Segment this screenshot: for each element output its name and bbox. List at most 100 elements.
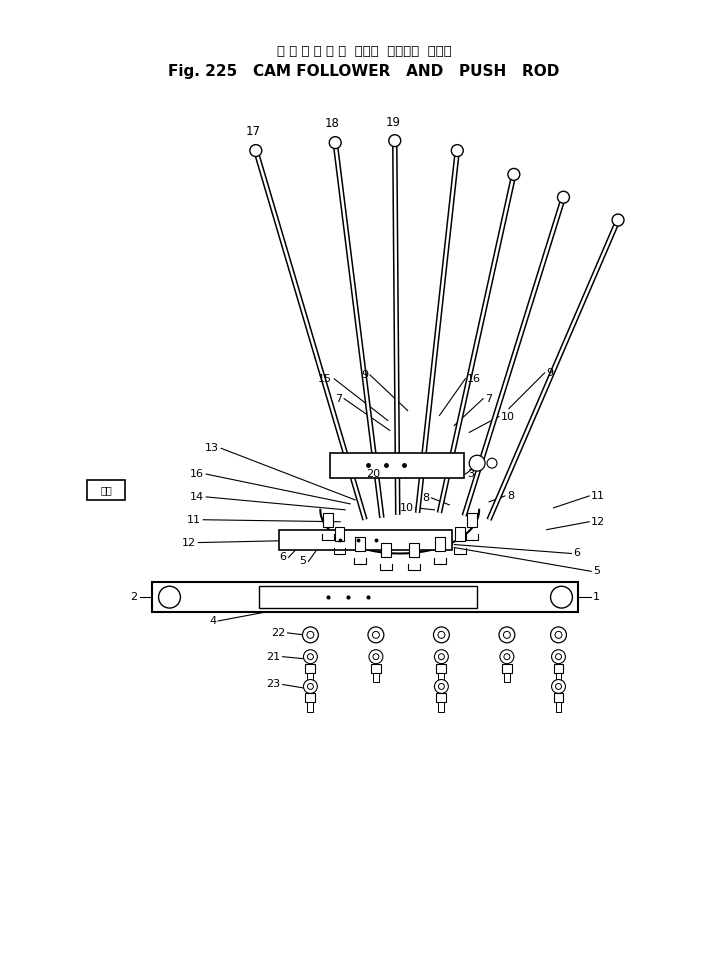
Circle shape [369,650,383,664]
Bar [306,694,315,703]
Circle shape [451,145,463,157]
Text: 8: 8 [422,493,430,503]
Text: 18: 18 [325,117,340,129]
Circle shape [329,136,341,149]
Circle shape [487,458,497,468]
Circle shape [504,654,510,660]
Text: 21: 21 [266,652,280,662]
Text: 20: 20 [365,469,380,479]
Circle shape [499,627,515,643]
Circle shape [555,654,561,660]
Bar [373,672,379,682]
Circle shape [555,683,561,690]
Text: 14: 14 [190,492,205,502]
Text: 13: 13 [205,444,219,453]
Circle shape [558,192,569,203]
Bar [335,527,344,541]
Circle shape [555,631,562,638]
Bar [555,703,561,712]
Text: 7: 7 [485,394,492,404]
Text: 23: 23 [266,679,280,690]
Circle shape [250,145,262,157]
Text: カ ム フ ォ ロ ワ  および  プッシュ  ロッド: カ ム フ ォ ロ ワ および プッシュ ロッド [277,45,451,57]
Bar [381,543,391,557]
Circle shape [389,134,400,147]
Text: 22: 22 [272,628,285,638]
Text: 1: 1 [593,593,601,602]
Circle shape [500,650,514,664]
FancyBboxPatch shape [87,480,124,500]
Text: 12: 12 [182,537,197,548]
Circle shape [373,654,379,660]
Text: 6: 6 [280,553,287,562]
Text: 5: 5 [593,566,601,576]
Bar [355,537,365,552]
Circle shape [435,679,448,694]
Text: 15: 15 [318,374,332,383]
Text: 9: 9 [361,370,368,379]
Bar [437,694,446,703]
Circle shape [373,631,379,638]
Circle shape [550,587,572,608]
Bar [331,453,464,478]
Bar [323,513,333,527]
Bar [307,703,313,712]
Bar [279,529,452,550]
Circle shape [368,627,384,643]
Bar [438,703,444,712]
Bar [553,664,563,672]
Text: 2: 2 [130,593,138,602]
Text: 4: 4 [209,616,216,626]
Bar [408,543,419,557]
Circle shape [304,679,317,694]
Bar [306,664,315,672]
Circle shape [469,455,485,471]
Circle shape [552,679,566,694]
Bar [435,537,445,552]
Circle shape [433,627,449,643]
Text: 17: 17 [245,125,261,138]
Text: 19: 19 [385,116,400,128]
Bar [504,672,510,682]
Text: 16: 16 [190,469,205,479]
Circle shape [504,631,510,638]
Bar [437,664,446,672]
Bar [307,672,313,682]
Text: 前方: 前方 [100,485,112,495]
Text: 11: 11 [187,515,201,524]
Circle shape [612,214,624,226]
Text: 5: 5 [299,557,306,566]
Circle shape [508,168,520,180]
Bar [438,672,444,682]
Circle shape [438,683,444,690]
Text: 16: 16 [467,374,481,383]
Circle shape [552,650,566,664]
Text: Fig. 225   CAM FOLLOWER   AND   PUSH   ROD: Fig. 225 CAM FOLLOWER AND PUSH ROD [168,63,560,79]
Text: 8: 8 [507,491,514,501]
Text: 11: 11 [591,491,605,501]
Bar [553,694,563,703]
Circle shape [438,631,445,638]
Circle shape [304,650,317,664]
Text: 3: 3 [467,469,474,479]
Bar [555,672,561,682]
Circle shape [550,627,566,643]
Circle shape [307,654,313,660]
Text: 12: 12 [591,517,606,526]
Circle shape [302,627,318,643]
Text: 10: 10 [400,503,414,513]
Circle shape [435,650,448,664]
Circle shape [307,631,314,638]
Circle shape [159,587,181,608]
Circle shape [307,683,313,690]
Text: 7: 7 [335,394,342,404]
Bar [455,527,465,541]
Bar [151,582,578,612]
Text: 10: 10 [501,412,515,421]
Circle shape [438,654,444,660]
Bar [467,513,477,527]
Text: 6: 6 [574,549,580,559]
Text: 9: 9 [547,368,554,378]
Bar [371,664,381,672]
Bar [259,587,477,608]
